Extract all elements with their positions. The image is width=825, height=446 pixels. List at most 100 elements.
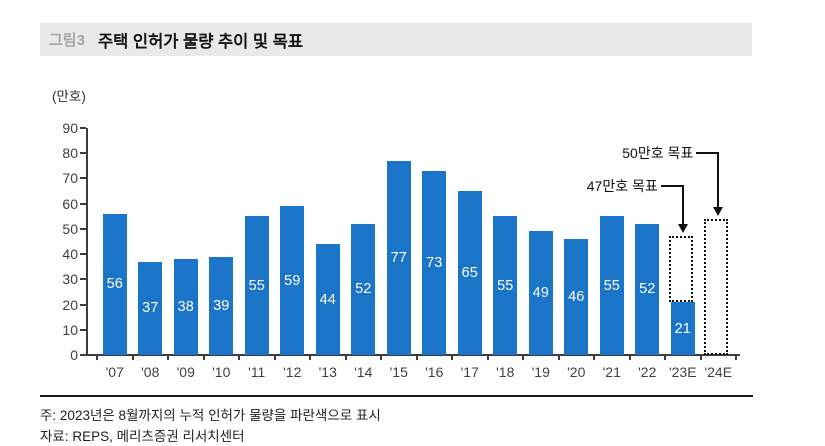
- bar-value-label: 49: [532, 285, 549, 302]
- target-box: [668, 236, 693, 303]
- bar: 52: [635, 223, 660, 355]
- x-tick-label: '24E: [704, 364, 733, 380]
- y-tick-label: 70: [62, 170, 78, 187]
- x-tick: [451, 356, 453, 360]
- y-tick-label: 30: [62, 271, 78, 288]
- y-tick-label: 10: [62, 321, 78, 338]
- x-tick-label: '17: [460, 364, 479, 380]
- bar-value-label: 77: [390, 249, 407, 266]
- y-tick-label: 20: [62, 296, 78, 313]
- x-tick-label: '19: [531, 364, 550, 380]
- y-tick: [80, 253, 86, 256]
- x-tick-label: '20: [567, 364, 586, 380]
- x-tick: [593, 356, 595, 360]
- x-tick: [202, 356, 205, 360]
- y-tick: [80, 328, 86, 331]
- bar: 52: [351, 223, 376, 355]
- x-tick-label: '07: [105, 364, 124, 380]
- x-tick: [522, 356, 524, 360]
- annotation-arrowhead: [677, 224, 688, 234]
- bar-value-label: 59: [284, 272, 301, 289]
- bar: 77: [386, 160, 411, 355]
- x-tick-label: '16: [425, 364, 444, 380]
- x-axis-line: [86, 354, 740, 356]
- x-tick: [699, 356, 702, 360]
- x-tick: [664, 356, 666, 360]
- y-tick: [80, 354, 86, 356]
- bar: 38: [173, 259, 198, 355]
- x-tick-label: '08: [141, 364, 160, 380]
- y-tick: [80, 202, 86, 205]
- target-box: [704, 218, 729, 355]
- bar: 65: [457, 191, 482, 355]
- y-tick-label: 60: [62, 195, 78, 212]
- y-tick: [80, 278, 86, 281]
- x-tick: [238, 356, 240, 360]
- x-tick: [380, 356, 382, 360]
- x-tick-label: '11: [248, 364, 266, 380]
- bar-value-label: 73: [426, 254, 443, 271]
- figure-title: 주택 인허가 물량 추이 및 목표: [97, 32, 304, 51]
- y-tick: [80, 152, 86, 155]
- x-tick-label: '18: [496, 364, 515, 380]
- bar: 21: [670, 302, 695, 355]
- bar: 55: [599, 216, 624, 355]
- bar-value-label: 38: [177, 299, 194, 316]
- x-tick-label: '22: [638, 364, 657, 380]
- y-tick-label: 40: [62, 246, 78, 263]
- bar: 59: [280, 206, 305, 355]
- x-tick-label: '09: [176, 364, 195, 380]
- x-tick: [557, 356, 560, 360]
- x-tick-label: '10: [212, 364, 231, 380]
- x-tick: [415, 356, 418, 360]
- annotation-label: 47만호 목표: [586, 178, 658, 194]
- bar-value-label: 52: [639, 281, 656, 298]
- bar: 46: [564, 238, 589, 355]
- x-tick: [486, 356, 489, 360]
- bar: 55: [244, 216, 269, 355]
- x-tick: [344, 356, 347, 360]
- y-tick: [80, 127, 86, 129]
- bar-value-label: 44: [319, 291, 336, 308]
- x-tick-label: '23E: [668, 364, 697, 380]
- chart-note: 주: 2023년은 8월까지의 누적 인허가 물량을 파란색으로 표시: [40, 408, 381, 423]
- bar: 56: [102, 213, 127, 355]
- bar-value-label: 52: [355, 281, 372, 298]
- bar-value-label: 55: [248, 277, 265, 294]
- annotation-arrowhead: [713, 206, 724, 216]
- x-tick-label: '21: [602, 364, 621, 380]
- x-tick: [131, 356, 134, 360]
- bar: 39: [209, 256, 234, 355]
- x-tick-label: '12: [283, 364, 302, 380]
- annotation-label: 50만호 목표: [622, 145, 694, 162]
- x-tick: [96, 356, 98, 360]
- bar-value-label: 39: [213, 297, 230, 314]
- x-tick: [309, 356, 311, 360]
- footer-divider: [40, 395, 753, 397]
- bar-value-label: 55: [603, 277, 620, 294]
- x-tick: [628, 356, 631, 360]
- figure-number-label: 그림3: [49, 32, 85, 49]
- y-tick-label: 0: [70, 347, 78, 363]
- x-tick-label: '13: [318, 364, 337, 380]
- annotation-connector-line: [696, 152, 719, 155]
- annotation-arrow-line: [717, 152, 720, 207]
- bar: 49: [528, 231, 553, 355]
- annotation-arrow-line: [681, 185, 684, 225]
- bar-value-label: 55: [497, 277, 514, 294]
- bar: 37: [138, 261, 163, 355]
- annotation-connector-line: [660, 185, 683, 187]
- bar: 55: [493, 216, 518, 355]
- y-tick-label: 80: [62, 145, 78, 162]
- bar-value-label: 21: [674, 320, 691, 337]
- x-tick: [273, 356, 276, 360]
- x-tick: [167, 356, 169, 360]
- bar-value-label: 46: [568, 288, 585, 305]
- x-tick-label: '14: [354, 364, 373, 380]
- y-axis-line: [86, 128, 88, 356]
- y-tick: [80, 177, 86, 180]
- x-tick-label: '15: [389, 364, 408, 380]
- figure-header-bar: 그림3 주택 인허가 물량 추이 및 목표: [40, 23, 752, 56]
